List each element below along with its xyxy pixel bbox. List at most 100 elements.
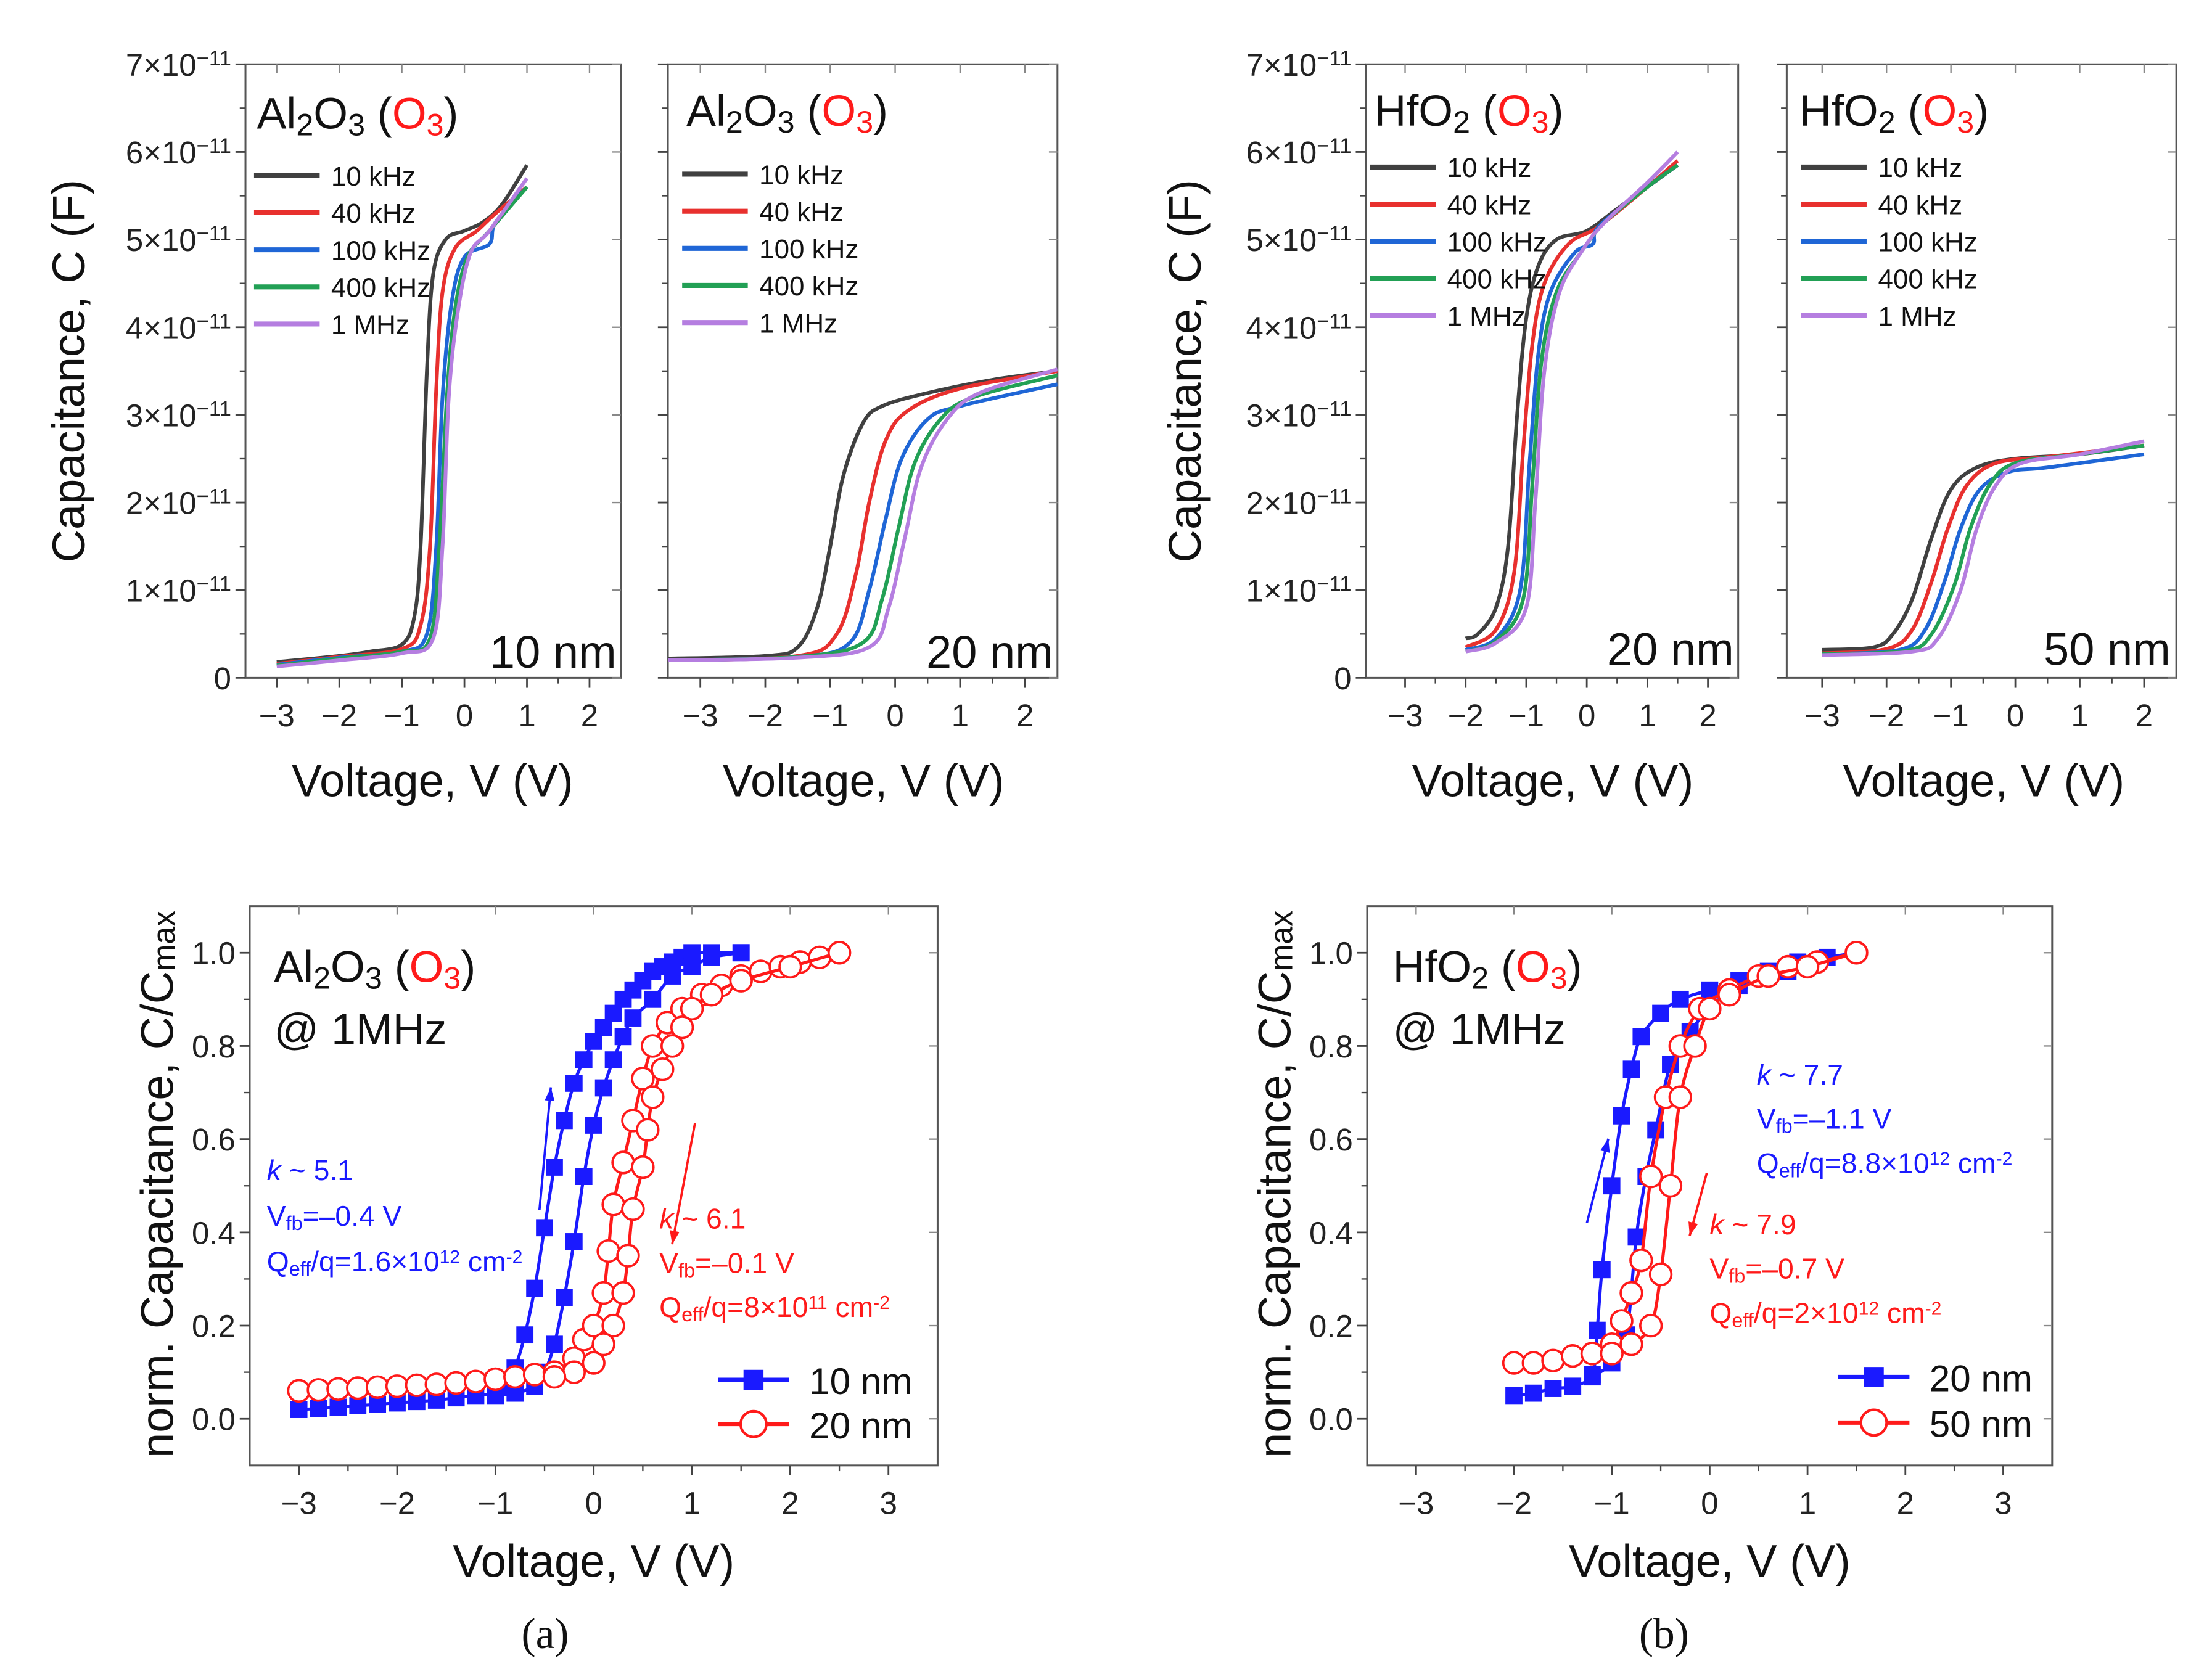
data-point-circle [542, 1364, 567, 1389]
data-point-square [1584, 1368, 1601, 1386]
legend-label: 1 MHz [759, 308, 837, 338]
x-tick-label: −2 [1448, 698, 1484, 733]
data-point-circle [1541, 1348, 1565, 1372]
panel-label-a: (a) [521, 1610, 569, 1658]
y-tick-label: 4×10−11 [126, 310, 231, 345]
series-1-MHz [276, 177, 528, 668]
data-point-circle [1658, 1174, 1683, 1198]
x-tick-label: −2 [1869, 698, 1904, 733]
data-point-circle [778, 954, 802, 979]
x-tick-label: −2 [1496, 1485, 1532, 1520]
annotation-text: Vfb=–0.7 V [1709, 1253, 1844, 1287]
y-tick-label: 7×10−11 [1246, 46, 1352, 83]
x-tick-label: −3 [281, 1485, 317, 1520]
thickness-label: 20 nm [926, 626, 1053, 678]
legend-label: 20 nm [809, 1405, 912, 1446]
data-point-square [526, 1279, 543, 1297]
y-tick-label: 2×10−11 [1246, 485, 1352, 521]
thickness-label: 50 nm [2044, 624, 2171, 675]
y-tick-label: 6×10−11 [126, 134, 231, 170]
data-point-circle [1795, 954, 1820, 979]
data-point-circle [616, 1244, 640, 1268]
data-point-circle [1638, 1164, 1663, 1189]
legend-label: 10 kHz [759, 160, 844, 191]
data-point-square [732, 944, 750, 962]
y-axis-label: norm. Capacitance, C/Cmax [131, 911, 183, 1458]
series-line [1465, 150, 1679, 654]
data-point-circle [326, 1377, 350, 1401]
data-point-square [594, 1079, 612, 1097]
x-tick-label: 0 [1701, 1485, 1718, 1520]
legend-marker-square [743, 1369, 764, 1390]
arrowhead-icon [670, 1230, 680, 1245]
x-tick-label: −2 [379, 1485, 415, 1520]
data-point-circle [1561, 1343, 1585, 1368]
data-point-circle [611, 1150, 635, 1175]
data-point-square [546, 1159, 563, 1176]
data-point-circle [464, 1369, 488, 1393]
legend-label: 10 nm [809, 1361, 912, 1402]
data-point-circle [483, 1367, 508, 1392]
sweep-arrow [1585, 1138, 1610, 1223]
annotation-text: k ~ 5.1 [267, 1154, 353, 1186]
legend-marker-circle [1859, 1408, 1888, 1437]
x-tick-label: 1 [952, 698, 969, 733]
plot-title: HfO2 (O3) [1799, 86, 1989, 139]
data-point-square [1647, 1121, 1665, 1139]
x-tick-label: −1 [384, 698, 420, 733]
series-1-MHz [1822, 439, 2145, 657]
data-point-circle [444, 1371, 468, 1395]
legend-label: 100 kHz [1878, 227, 1977, 257]
y-tick-label: 0.4 [1309, 1215, 1353, 1250]
data-point-square [1603, 1177, 1621, 1195]
y-tick-label: 1.0 [192, 936, 236, 971]
data-point-circle [1756, 964, 1780, 988]
annotation-text: Vfb=–0.1 V [659, 1247, 794, 1281]
x-tick-label: −2 [321, 698, 357, 733]
series-50-nm [1502, 941, 1869, 1375]
data-point-square [1564, 1377, 1582, 1395]
data-point-circle [385, 1374, 409, 1398]
x-tick-label: −3 [1398, 1485, 1434, 1520]
data-point-circle [1610, 1309, 1634, 1333]
data-point-circle [424, 1372, 448, 1396]
data-point-square [1544, 1380, 1562, 1397]
legend-label: 400 kHz [331, 273, 430, 303]
data-point-circle [1638, 1313, 1663, 1338]
data-point-square [1671, 990, 1689, 1008]
data-point-circle [306, 1378, 331, 1402]
data-point-square [565, 1075, 583, 1092]
data-point-circle [1619, 1332, 1643, 1356]
sweep-arrow [538, 1087, 553, 1210]
plot-title: Al2O3 (O3) [257, 89, 459, 142]
plot-frame [667, 63, 1059, 679]
y-tick-label: 3×10−11 [1246, 397, 1352, 433]
data-point-circle [503, 1364, 527, 1389]
y-tick-label: 2×10−11 [126, 485, 231, 521]
data-point-circle [631, 1067, 655, 1091]
series-10-kHz [276, 164, 529, 664]
data-point-square [556, 1289, 573, 1306]
arrowhead-icon [545, 1087, 555, 1101]
y-tick-label: 0.0 [1309, 1402, 1353, 1437]
data-point-square [1593, 1261, 1611, 1279]
y-tick-label: 3×10−11 [126, 397, 231, 433]
data-point-circle [1619, 1281, 1643, 1305]
y-tick-label: 0.8 [1309, 1029, 1353, 1064]
x-tick-label: −1 [812, 698, 848, 733]
y-tick-label: 6×10−11 [1246, 134, 1352, 170]
series-20-nm [287, 941, 852, 1403]
legend-label: 40 kHz [331, 199, 416, 229]
data-point-square [516, 1326, 534, 1344]
data-point-circle [651, 1057, 675, 1081]
x-axis-label: Voltage, V (V) [453, 1535, 734, 1586]
legend-label: 50 nm [1930, 1404, 2033, 1445]
data-point-square [1505, 1387, 1523, 1405]
x-axis-label: Voltage, V (V) [723, 755, 1005, 806]
plot-title: Al2O3 (O3) [686, 86, 888, 139]
data-point-circle [601, 1313, 625, 1338]
data-point-square [1652, 1004, 1669, 1022]
legend-marker-circle [739, 1409, 768, 1438]
x-tick-label: −3 [1804, 698, 1840, 733]
